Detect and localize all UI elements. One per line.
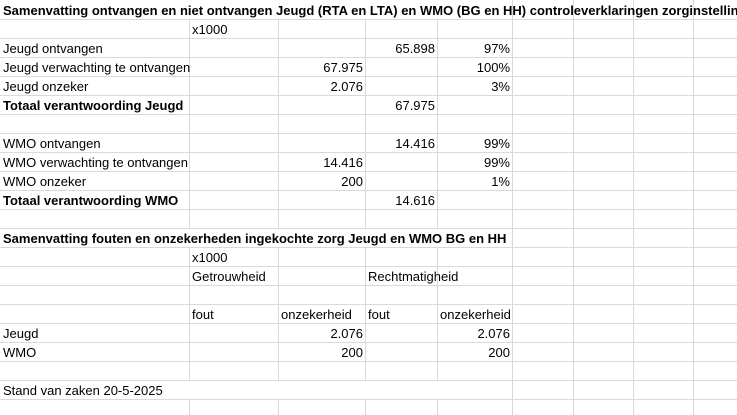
getr-fout-header[interactable]: fout bbox=[192, 307, 214, 322]
rechtmatigheid-header[interactable]: Rechtmatigheid bbox=[368, 269, 459, 284]
jeugd-verwachting-value[interactable]: 67.975 bbox=[323, 60, 363, 75]
getr-onzekerheid-header[interactable]: onzekerheid bbox=[281, 307, 352, 322]
wmo-totaal-label[interactable]: Totaal verantwoording WMO bbox=[3, 193, 179, 208]
fouten-getr-onzekerheid[interactable]: 200 bbox=[341, 345, 363, 360]
wmo-onzeker-label[interactable]: WMO onzeker bbox=[3, 174, 87, 189]
wmo-verwachting-pct[interactable]: 99% bbox=[483, 155, 510, 170]
wmo-ontvangen-label[interactable]: WMO ontvangen bbox=[3, 136, 101, 151]
wmo-totaal-value[interactable]: 14.616 bbox=[395, 193, 435, 208]
wmo-verwachting-label[interactable]: WMO verwachting te ontvangen bbox=[3, 155, 188, 170]
jeugd-onzeker-label[interactable]: Jeugd onzeker bbox=[3, 79, 89, 94]
jeugd-onzeker-value[interactable]: 2.076 bbox=[330, 79, 363, 94]
wmo-ontvangen-value[interactable]: 14.416 bbox=[395, 136, 435, 151]
jeugd-verwachting-label[interactable]: Jeugd verwachting te ontvangen bbox=[3, 60, 191, 75]
wmo-ontvangen-pct[interactable]: 99% bbox=[483, 136, 510, 151]
summary-title-2[interactable]: Samenvatting fouten en onzekerheden inge… bbox=[3, 231, 507, 246]
jeugd-ontvangen-label[interactable]: Jeugd ontvangen bbox=[3, 41, 103, 56]
fouten-row-label[interactable]: Jeugd bbox=[3, 326, 39, 341]
jeugd-ontvangen-value[interactable]: 65.898 bbox=[395, 41, 435, 56]
wmo-onzeker-pct[interactable]: 1% bbox=[491, 174, 510, 189]
fouten-recht-onzekerheid[interactable]: 200 bbox=[488, 345, 510, 360]
wmo-onzeker-value[interactable]: 200 bbox=[341, 174, 363, 189]
summary-title-1[interactable]: Samenvatting ontvangen en niet ontvangen… bbox=[3, 3, 737, 18]
stand-van-zaken[interactable]: Stand van zaken 20-5-2025 bbox=[3, 383, 163, 398]
getrouwheid-header[interactable]: Getrouwheid bbox=[192, 269, 266, 284]
fouten-recht-onzekerheid[interactable]: 2.076 bbox=[477, 326, 510, 341]
fouten-row-label[interactable]: WMO bbox=[3, 345, 37, 360]
wmo-verwachting-value[interactable]: 14.416 bbox=[323, 155, 363, 170]
unit-label-1[interactable]: x1000 bbox=[192, 22, 228, 37]
fouten-getr-onzekerheid[interactable]: 2.076 bbox=[330, 326, 363, 341]
jeugd-verwachting-pct[interactable]: 100% bbox=[476, 60, 510, 75]
jeugd-totaal-label[interactable]: Totaal verantwoording Jeugd bbox=[3, 98, 184, 113]
recht-fout-header[interactable]: fout bbox=[368, 307, 390, 322]
jeugd-onzeker-pct[interactable]: 3% bbox=[491, 79, 510, 94]
unit-label-2[interactable]: x1000 bbox=[192, 250, 228, 265]
jeugd-ontvangen-pct[interactable]: 97% bbox=[483, 41, 510, 56]
recht-onzekerheid-header[interactable]: onzekerheid bbox=[440, 307, 511, 322]
jeugd-totaal-value[interactable]: 67.975 bbox=[395, 98, 435, 113]
